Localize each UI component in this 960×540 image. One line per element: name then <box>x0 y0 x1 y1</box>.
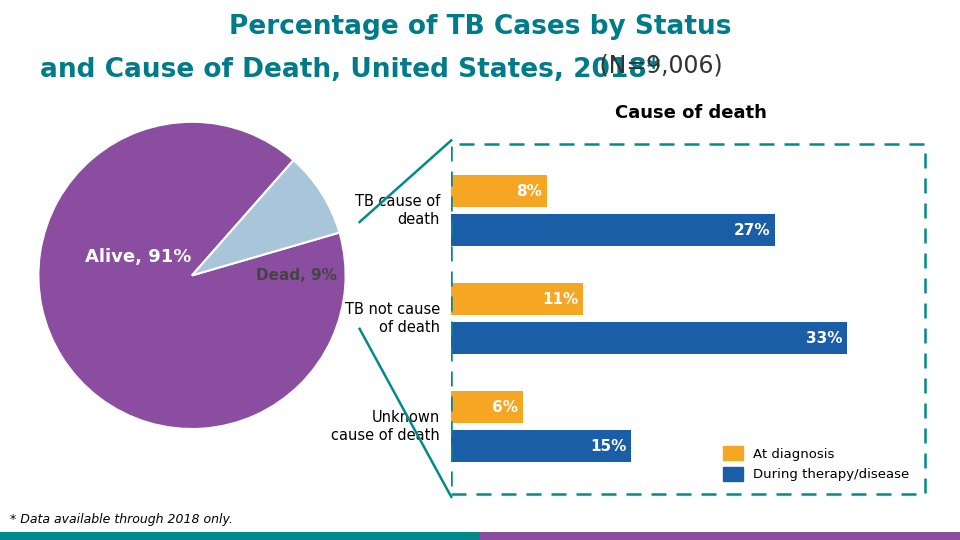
Text: 15%: 15% <box>590 438 626 454</box>
Text: Dead, 9%: Dead, 9% <box>256 268 337 283</box>
Wedge shape <box>192 160 340 275</box>
Legend: At diagnosis, During therapy/disease: At diagnosis, During therapy/disease <box>718 441 915 487</box>
Text: 11%: 11% <box>542 292 578 307</box>
Text: 33%: 33% <box>805 330 843 346</box>
Bar <box>451 175 547 207</box>
Text: Percentage of TB Cases by Status: Percentage of TB Cases by Status <box>228 14 732 39</box>
Bar <box>451 391 523 423</box>
Bar <box>451 283 584 315</box>
Text: Alive, 91%: Alive, 91% <box>85 248 191 266</box>
Text: and Cause of Death, United States, 2018*: and Cause of Death, United States, 2018* <box>40 57 660 83</box>
Bar <box>0 532 480 539</box>
Bar <box>451 430 632 462</box>
Text: 27%: 27% <box>733 222 771 238</box>
Wedge shape <box>38 122 346 429</box>
Bar <box>480 532 960 539</box>
Bar <box>451 322 848 354</box>
Text: 6%: 6% <box>492 400 518 415</box>
Text: 8%: 8% <box>516 184 542 199</box>
Text: (N=9,006): (N=9,006) <box>592 54 723 78</box>
Text: Cause of death: Cause of death <box>615 104 767 122</box>
Text: * Data available through 2018 only.: * Data available through 2018 only. <box>10 514 232 526</box>
Bar <box>451 214 776 246</box>
